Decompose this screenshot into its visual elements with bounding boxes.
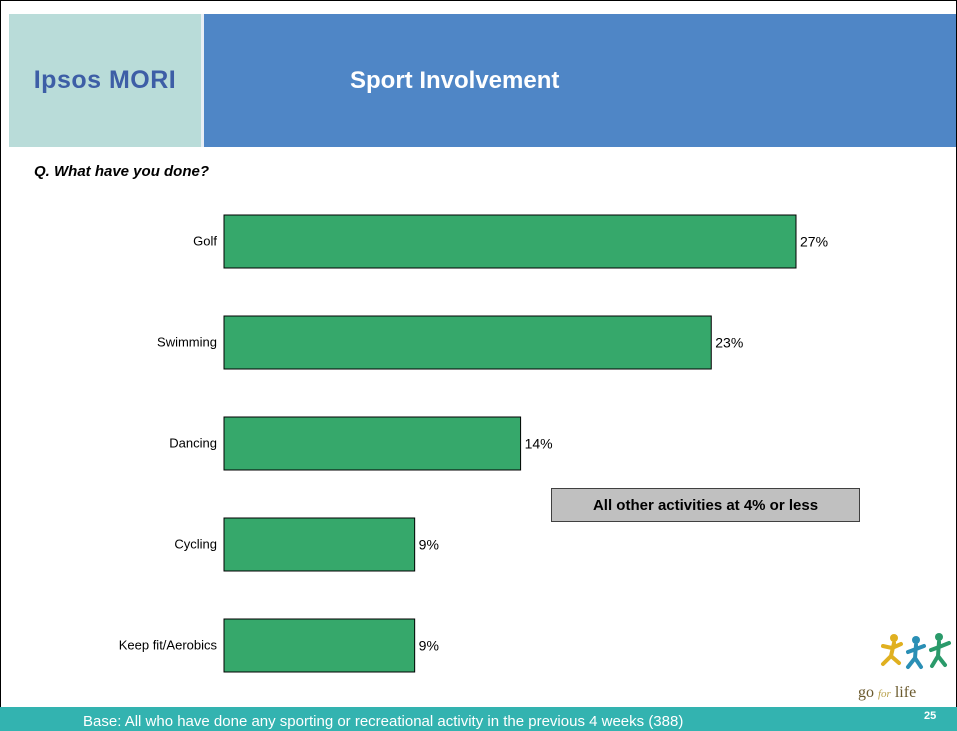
data-label-dancing: 14% [525, 436, 553, 452]
category-label-dancing: Dancing [169, 436, 217, 451]
bar-cycling [223, 517, 416, 572]
go-word: go [858, 684, 874, 701]
page-number: 25 [924, 710, 937, 722]
category-label-swimming: Swimming [157, 335, 217, 350]
life-word: life [894, 684, 917, 701]
category-label-cycling: Cycling [174, 537, 217, 552]
for-word: for [878, 688, 891, 700]
category-label-keep-fit-aerobics: Keep fit/Aerobics [119, 638, 218, 653]
go-for-life-logo: go for life [858, 684, 916, 702]
bar-golf [223, 214, 797, 269]
ipsos-mori-logo: Ipsos MORI [33, 66, 177, 94]
data-label-golf: 27% [800, 234, 828, 250]
base-note: Base: All who have done any sporting or … [83, 713, 684, 730]
data-label-keep-fit-aerobics: 9% [419, 638, 439, 654]
bar-dancing [223, 416, 522, 471]
running-figures-icon [881, 633, 951, 669]
footer-bar [0, 707, 957, 731]
title-panel: Sport Involvement [204, 14, 956, 147]
question-text: Q. What have you done? [34, 163, 210, 180]
logo-panel: Ipsos MORI [9, 14, 201, 147]
callout-box: All other activities at 4% or less [551, 488, 860, 522]
slide-title: Sport Involvement [350, 66, 560, 94]
data-label-swimming: 23% [715, 335, 743, 351]
bar-keep-fit-aerobics [223, 618, 416, 673]
bar-swimming [223, 315, 712, 370]
category-label-golf: Golf [193, 234, 217, 249]
data-label-cycling: 9% [419, 537, 439, 553]
header-divider [201, 14, 204, 147]
